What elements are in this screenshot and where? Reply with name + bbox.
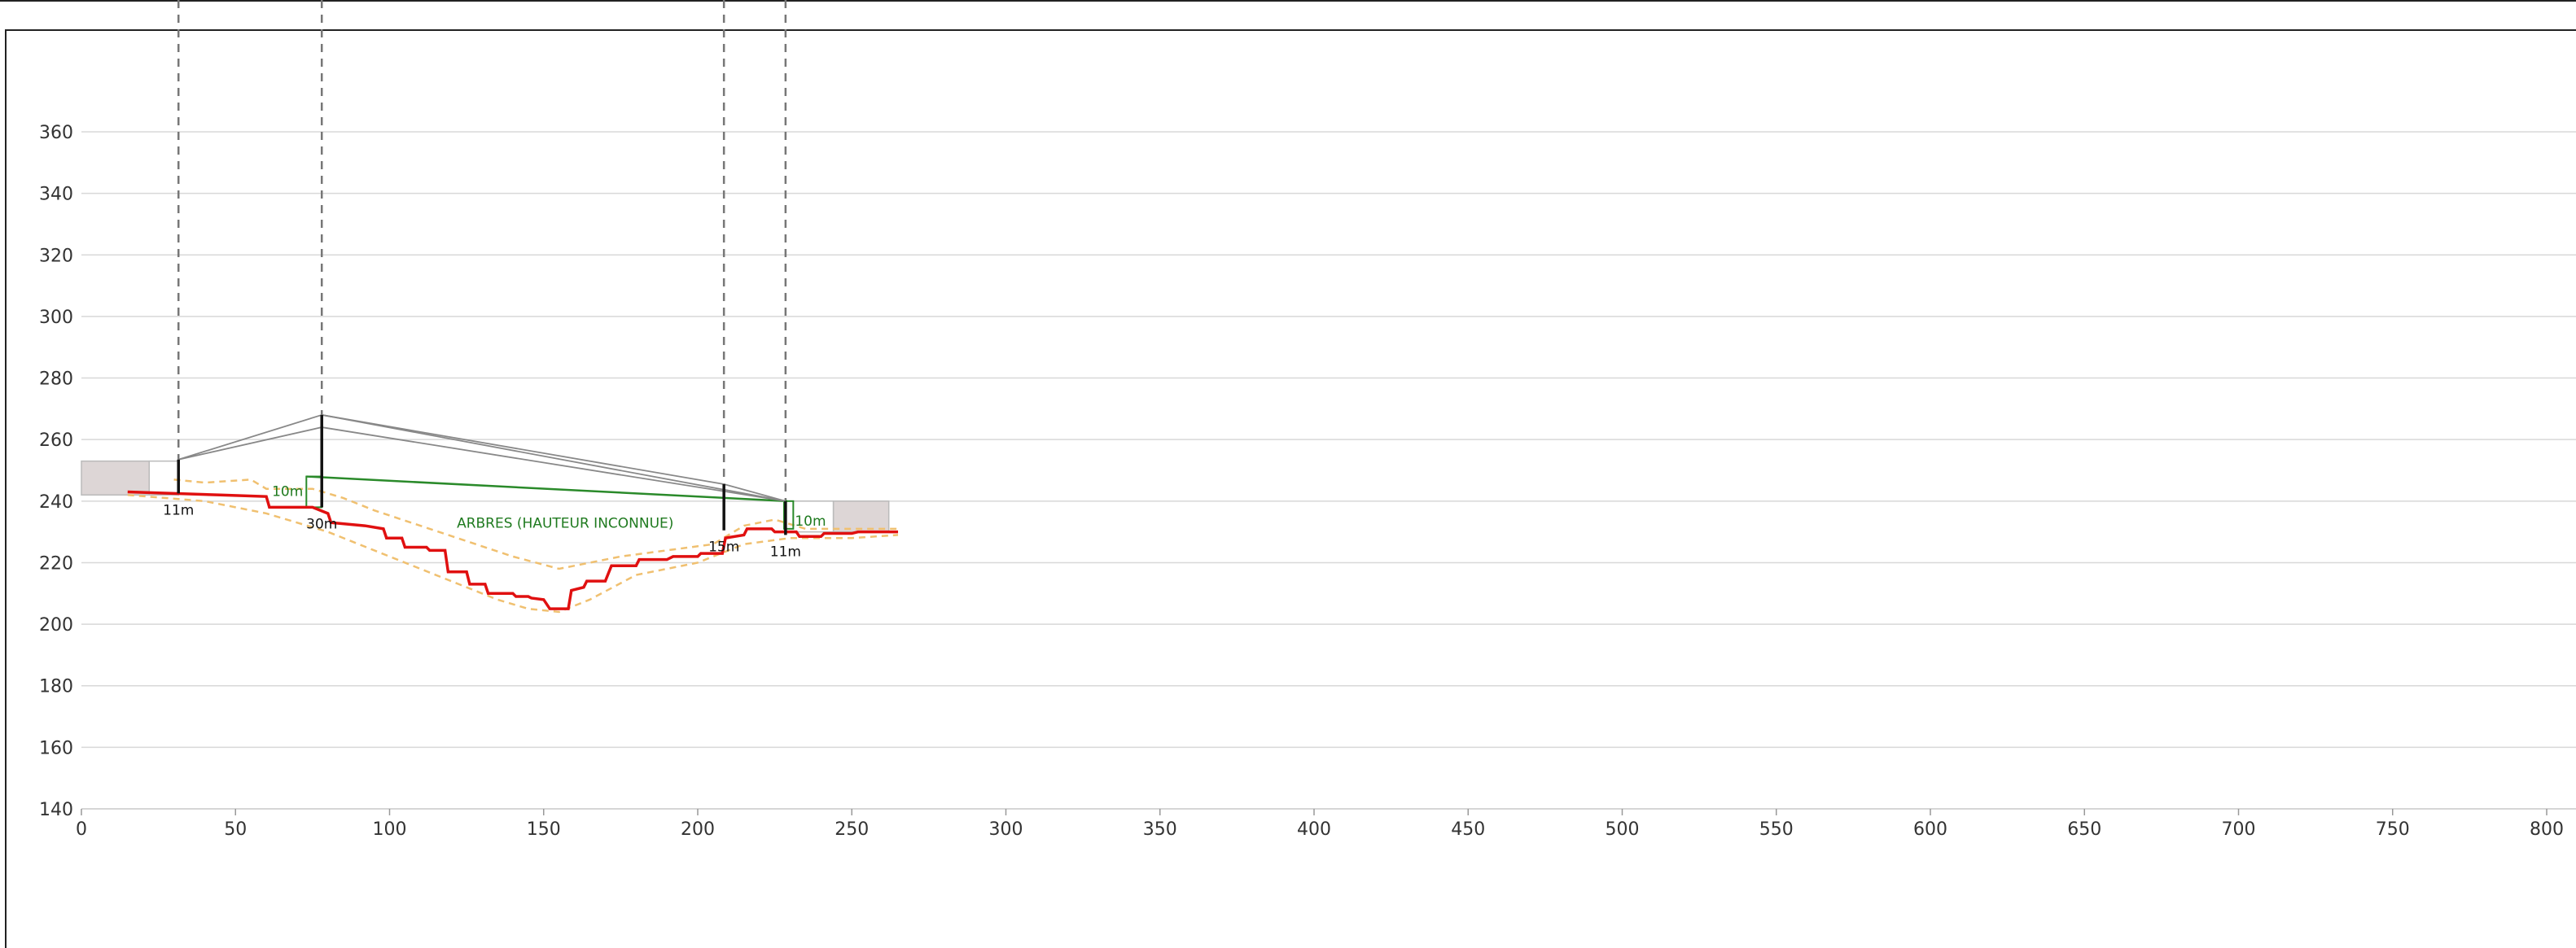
x-tick-50: 50 [224, 819, 247, 840]
terrain-profile [127, 490, 899, 610]
terrain-band [127, 478, 899, 614]
x-tick-400: 400 [1297, 819, 1331, 840]
y-tick-200: 200 [39, 615, 73, 636]
grid-lines [81, 131, 2576, 810]
x-tick-700: 700 [2222, 819, 2256, 840]
pylon-height-label-4: 11m [770, 544, 801, 560]
pylon-guide-lines [177, 0, 787, 501]
y-tick-240: 240 [39, 492, 73, 513]
cable-5 [322, 426, 786, 502]
x-tick-100: 100 [373, 819, 407, 840]
canopy-height-label-right: 10m [795, 513, 826, 530]
y-tick-180: 180 [39, 677, 73, 697]
x-tick-150: 150 [527, 819, 561, 840]
station-1 [81, 460, 151, 496]
pylon-height-label-3: 15m [708, 540, 739, 556]
canopy-height-label-left: 10m [272, 484, 303, 500]
x-tick-450: 450 [1451, 819, 1485, 840]
terrain-line [127, 490, 899, 610]
x-axis: 0 50 100 150 200 250 300 350 400 450 500 550 600 650 7… [76, 809, 2564, 840]
y-tick-320: 320 [39, 246, 73, 266]
chart-frame [5, 29, 2576, 948]
station-gap-1 [148, 460, 179, 496]
y-tick-260: 260 [39, 430, 73, 451]
x-tick-550: 550 [1759, 819, 1794, 840]
y-axis: 140 160 180 200 220 240 260 280 300 320 340 360 [39, 123, 73, 820]
terrain_lower-line [127, 494, 899, 614]
cable-3 [322, 414, 725, 485]
trees-zone-label: ARBRES (HAUTEUR INCONNUE) [457, 515, 673, 531]
pylons [177, 414, 787, 535]
x-tick-200: 200 [681, 819, 715, 840]
terrain_upper-line [173, 478, 899, 570]
canopy-box-2 [782, 500, 795, 530]
cable-2 [178, 426, 322, 461]
y-tick-140: 140 [39, 800, 73, 820]
cables [177, 414, 786, 502]
pylon-height-label-1: 11m [163, 502, 194, 518]
x-tick-600: 600 [1913, 819, 1947, 840]
canopy-top-line [306, 475, 787, 503]
top-border [0, 0, 2576, 2]
y-tick-300: 300 [39, 308, 73, 328]
x-tick-350: 350 [1143, 819, 1177, 840]
y-tick-340: 340 [39, 185, 73, 205]
x-tick-500: 500 [1606, 819, 1640, 840]
annotations: 11m 30m 15m 11m 10m 10m ARBRES (HAUTEUR INCONN… [163, 484, 826, 561]
y-tick-360: 360 [39, 123, 73, 143]
y-tick-280: 280 [39, 369, 73, 390]
x-tick-800: 800 [2530, 819, 2564, 840]
y-tick-160: 160 [39, 738, 73, 758]
x-tick-300: 300 [989, 819, 1023, 840]
cable-1 [177, 414, 322, 461]
cable-6 [723, 483, 786, 502]
pylon-height-label-2: 30m [306, 516, 337, 532]
x-tick-0: 0 [76, 819, 87, 840]
cable-4 [322, 414, 786, 502]
y-tick-220: 220 [39, 553, 73, 574]
x-tick-650: 650 [2067, 819, 2101, 840]
station-2 [832, 500, 890, 533]
x-tick-250: 250 [835, 819, 869, 840]
x-tick-750: 750 [2376, 819, 2410, 840]
